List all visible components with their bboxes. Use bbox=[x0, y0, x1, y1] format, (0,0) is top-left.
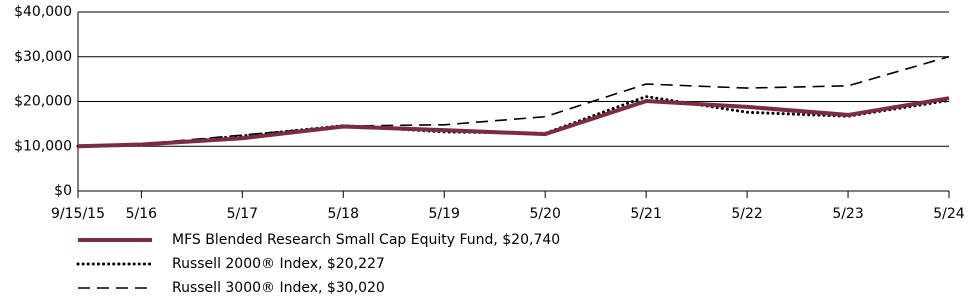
x-tick-label: 5/16 bbox=[126, 206, 158, 222]
legend-label: Russell 2000® Index, $20,227 bbox=[172, 256, 385, 272]
x-tick-label: 5/19 bbox=[429, 206, 460, 222]
y-tick-label: $40,000 bbox=[14, 4, 72, 20]
y-tick-label: $0 bbox=[54, 183, 72, 199]
y-tick-label: $10,000 bbox=[14, 138, 72, 154]
y-tick-label: $20,000 bbox=[14, 94, 72, 110]
x-tick-label: 5/22 bbox=[731, 206, 762, 222]
x-tick-label: 5/21 bbox=[630, 206, 661, 222]
x-tick-label: 5/17 bbox=[227, 206, 258, 222]
x-tick-label: 5/24 bbox=[933, 206, 965, 222]
x-tick-label: 9/15/15 bbox=[51, 206, 105, 222]
x-tick-label: 5/18 bbox=[328, 206, 359, 222]
legend-label: Russell 3000® Index, $30,020 bbox=[172, 280, 385, 296]
x-tick-label: 5/20 bbox=[529, 206, 560, 222]
x-tick-label: 5/23 bbox=[832, 206, 863, 222]
legend-label: MFS Blended Research Small Cap Equity Fu… bbox=[172, 232, 560, 248]
y-tick-label: $30,000 bbox=[14, 49, 72, 65]
series-line bbox=[77, 96, 950, 149]
